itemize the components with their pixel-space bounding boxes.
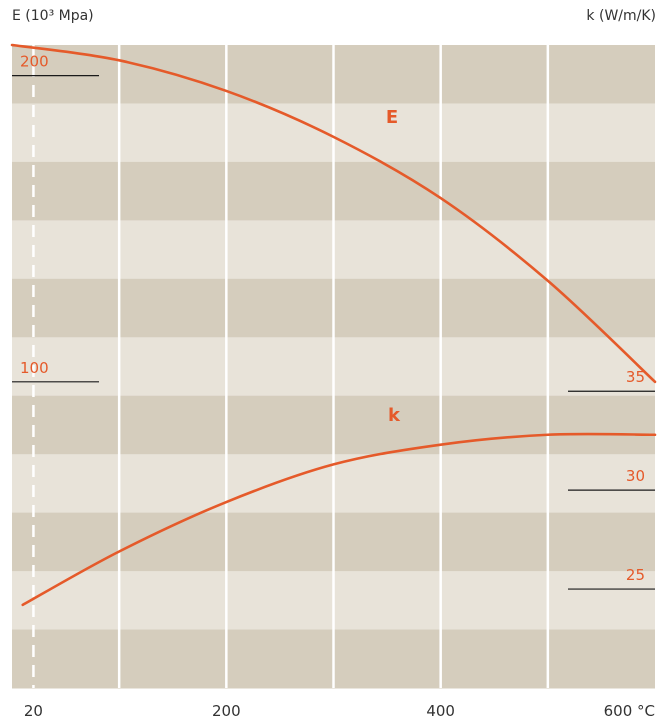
- y-left-tick-label: 100: [20, 359, 49, 377]
- y-right-tick-label: 35: [626, 368, 645, 386]
- x-tick-label: 600 °C: [604, 702, 655, 720]
- x-tick-label: 400: [426, 702, 455, 720]
- x-tick-label: 20: [24, 702, 43, 720]
- y-right-tick-label: 30: [626, 467, 645, 485]
- y-left-tick-label: 200: [20, 53, 49, 71]
- y-right-axis-title: k (W/m/K): [586, 8, 656, 24]
- y-left-axis-title: E (10³ Mpa): [12, 8, 94, 24]
- x-tick-label: 200: [212, 702, 241, 720]
- y-right-tick-label: 25: [626, 566, 645, 584]
- series-label-k: k: [388, 405, 401, 426]
- series-label-e: E: [386, 107, 398, 128]
